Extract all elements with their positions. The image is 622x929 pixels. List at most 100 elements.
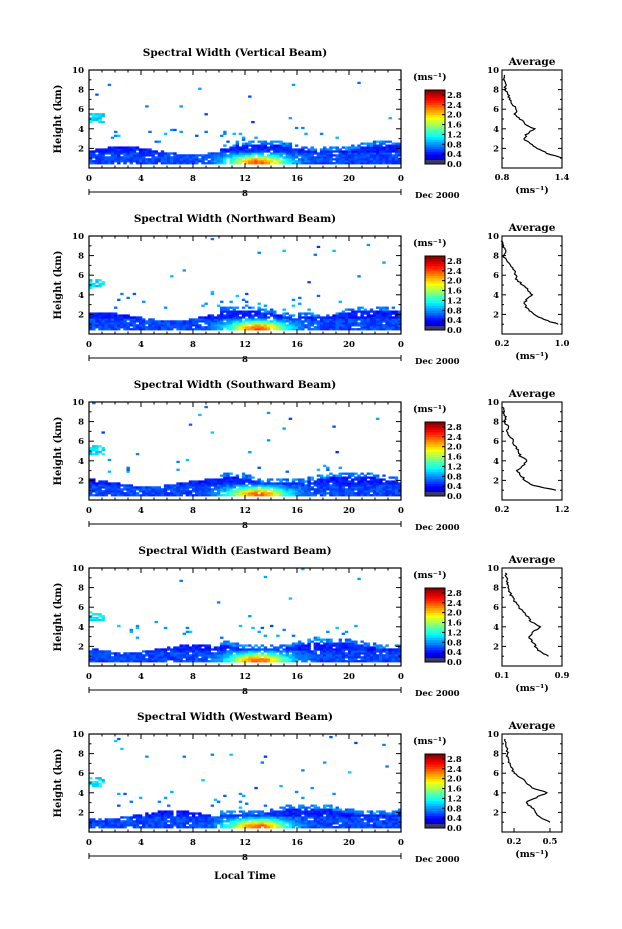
heatmap-cell — [269, 656, 274, 659]
heatmap-cell — [235, 476, 240, 479]
heatmap-cell — [351, 644, 355, 647]
heatmap-cell — [126, 824, 130, 827]
heatmap-cell — [142, 322, 146, 325]
heatmap-cell — [310, 808, 314, 811]
heatmap-cell — [238, 310, 243, 313]
heatmap-cell — [279, 324, 283, 327]
heatmap-cell — [394, 480, 399, 483]
heatmap-cell — [291, 478, 296, 481]
heatmap-cell — [226, 480, 230, 483]
heatmap-cell — [176, 814, 180, 817]
colorbar-swatch — [425, 312, 445, 316]
heatmap-cell — [210, 162, 215, 165]
heatmap-cell — [257, 820, 261, 823]
heatmap-cell — [276, 826, 280, 829]
heatmap-cell — [95, 285, 99, 288]
heatmap-cell — [216, 488, 221, 491]
heatmap-cell — [307, 490, 311, 493]
day-marker: 8 — [242, 355, 248, 365]
heatmap-cell — [354, 814, 358, 817]
heatmap-cell — [332, 658, 336, 661]
heatmap-cell — [232, 646, 236, 649]
heatmap-cell — [157, 322, 162, 325]
heatmap-cell — [338, 658, 343, 661]
heatmap-cell — [151, 814, 155, 817]
heatmap-cell — [366, 326, 371, 329]
colorbar-swatch — [425, 620, 445, 623]
heatmap-cell — [326, 820, 330, 823]
heatmap-cell — [98, 320, 102, 323]
heatmap-cell — [335, 148, 339, 151]
heatmap-cell — [266, 818, 271, 821]
heatmap-cell — [363, 652, 367, 655]
heatmap-cell — [301, 812, 305, 815]
heatmap-cell — [113, 318, 118, 321]
heatmap-cell — [223, 324, 227, 327]
heatmap-cell — [213, 822, 218, 825]
heatmap-cell — [341, 810, 346, 813]
heatmap-cell — [366, 826, 371, 829]
heatmap-cell — [104, 650, 109, 653]
heatmap-cell — [117, 316, 121, 319]
heatmap-cell — [313, 322, 318, 325]
heatmap-cell — [129, 800, 133, 803]
heatmap-cell — [110, 160, 115, 163]
heatmap-cell — [213, 484, 218, 487]
heatmap-cell — [170, 820, 174, 823]
heatmap-cell — [266, 824, 271, 827]
heatmap-cell — [388, 494, 392, 497]
colorbar-swatch — [425, 429, 445, 433]
heatmap-cell — [323, 812, 327, 815]
heatmap-cell — [163, 488, 168, 491]
heatmap-cell — [132, 320, 137, 323]
heatmap-cell — [304, 160, 308, 163]
heatmap-cell — [191, 162, 196, 165]
heatmap-cell — [369, 326, 374, 329]
heatmap-cell — [238, 806, 243, 809]
heatmap-cell — [273, 316, 277, 319]
heatmap-cell — [269, 144, 274, 147]
heatmap-cell — [385, 316, 389, 319]
heatmap-cell — [376, 160, 380, 163]
heatmap-cell — [369, 816, 374, 819]
heatmap-cell — [307, 654, 311, 657]
heatmap-cell — [101, 826, 105, 829]
colorbar-tick-label: 2.0 — [447, 443, 462, 453]
heatmap-cell — [207, 490, 211, 493]
heatmap-cell — [220, 494, 224, 497]
heatmap-cell — [113, 739, 118, 743]
heatmap-cell — [113, 312, 118, 315]
heatmap-cell — [372, 148, 377, 151]
heatmap-cell — [291, 826, 296, 829]
colorbar-swatch — [425, 134, 445, 138]
heatmap-cell — [282, 478, 286, 481]
heatmap-cell — [273, 492, 277, 495]
heatmap-cell — [351, 320, 355, 323]
heatmap-cell — [260, 492, 265, 495]
heatmap-cell — [298, 824, 302, 827]
heatmap-cell — [397, 312, 402, 315]
heatmap-cell — [216, 818, 221, 821]
heatmap-cell — [341, 312, 346, 315]
heatmap-cell — [154, 158, 158, 161]
heatmap-cell — [251, 482, 255, 485]
heatmap-cell — [338, 324, 343, 327]
heatmap-cell — [382, 478, 386, 481]
heatmap-cell — [344, 308, 349, 311]
heatmap-cell — [307, 492, 311, 495]
heatmap-cell — [376, 324, 380, 327]
heatmap-cell — [207, 644, 211, 647]
heatmap-cell — [310, 656, 314, 659]
heatmap-cell — [257, 656, 261, 659]
heatmap-cell — [226, 824, 230, 827]
heatmap-cell — [326, 322, 330, 325]
colorbar-swatch — [425, 424, 445, 428]
heatmap-cell — [288, 490, 293, 493]
heatmap-cell — [223, 162, 227, 165]
heatmap-cell — [344, 818, 349, 821]
heatmap-cell — [132, 658, 137, 661]
heatmap-cell — [266, 322, 271, 325]
heatmap-cell — [135, 324, 140, 327]
heatmap-cell — [357, 322, 361, 325]
heatmap-cell — [379, 482, 383, 485]
